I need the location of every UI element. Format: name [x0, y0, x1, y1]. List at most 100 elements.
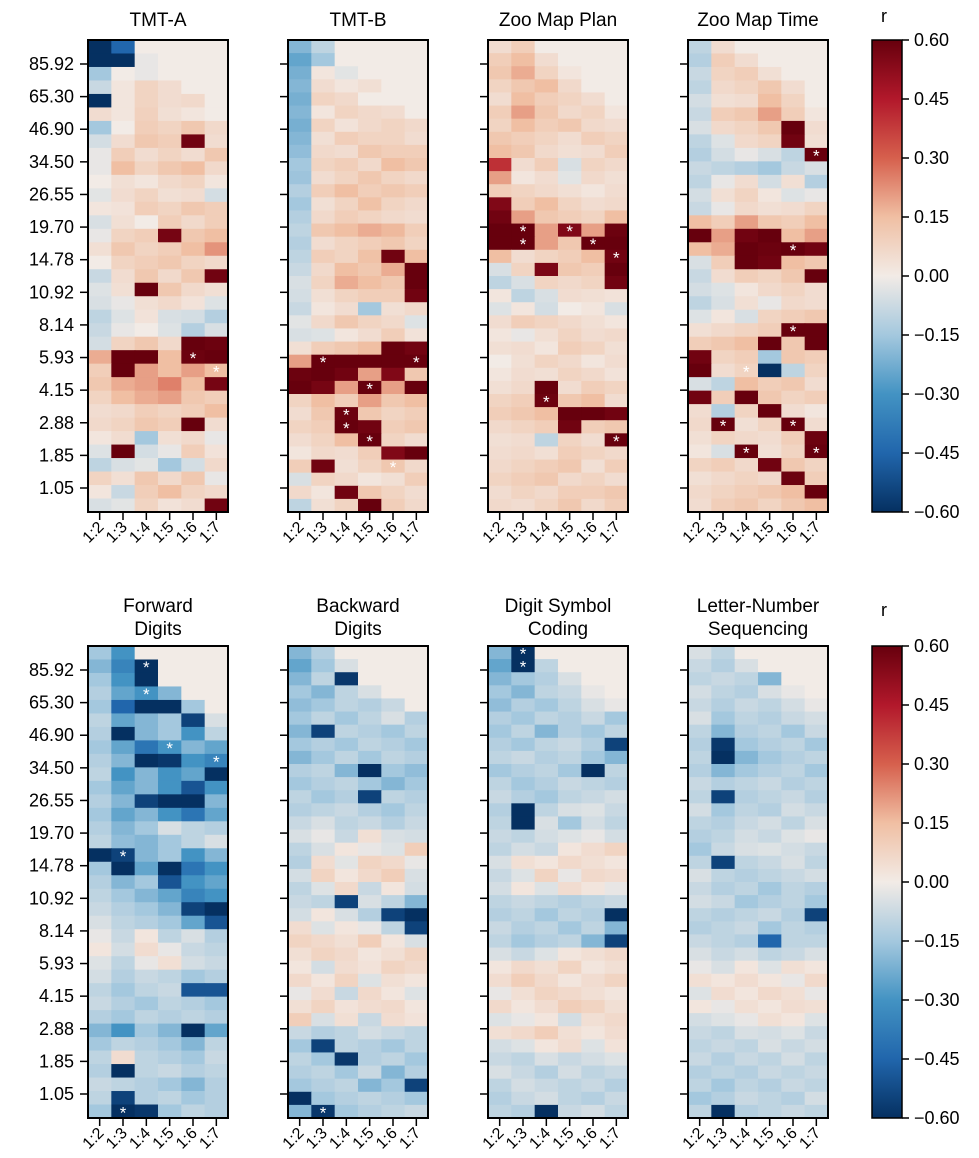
heatmap-cell [181, 363, 206, 378]
heatmap-cell [204, 834, 229, 849]
heatmap-cell [134, 174, 159, 189]
heatmap-cell [711, 1078, 736, 1093]
heatmap-cell [688, 120, 712, 135]
heatmap-cell [311, 1052, 336, 1067]
y-tick-label: 10.92 [29, 282, 74, 302]
x-tick-label: 1:5 [350, 519, 378, 547]
heatmap-cell [688, 201, 712, 216]
heatmap-cell [404, 262, 429, 277]
heatmap-cell [781, 737, 806, 752]
heatmap-cell [534, 158, 559, 172]
heatmap-cell [158, 458, 182, 473]
heatmap-cell [558, 1104, 582, 1119]
heatmap-cell [534, 105, 559, 120]
heatmap-cell [604, 184, 629, 198]
heatmap-cell [711, 296, 736, 311]
heatmap-cell [488, 803, 512, 818]
colorbar-tick-label: −0.15 [914, 931, 960, 951]
heatmap-cell [558, 882, 582, 896]
heatmap-cell [358, 105, 382, 120]
x-tick-label: 1:7 [796, 1125, 824, 1153]
heatmap-cell [688, 803, 712, 818]
panel-zoo-map-time: Zoo Map Time***** ** *1:21:31:41:51:61:7 [680, 10, 829, 547]
heatmap-cell [804, 895, 829, 909]
heatmap-cell [604, 289, 629, 303]
significance-marker: * [143, 685, 150, 704]
heatmap-cell [204, 794, 229, 809]
heatmap-cell [204, 1064, 229, 1079]
y-tick-label: 8.14 [39, 921, 74, 941]
heatmap-cell [334, 210, 359, 225]
heatmap-cell [111, 942, 136, 957]
x-tick-label: 1:6 [373, 519, 401, 547]
heatmap-cell [181, 134, 206, 149]
heatmap-cell [534, 1078, 559, 1093]
heatmap-cell [111, 821, 136, 836]
heatmap-cell [688, 724, 712, 739]
heatmap-cell [581, 249, 606, 264]
heatmap-cell [488, 1091, 512, 1106]
heatmap-cell [134, 269, 159, 284]
heatmap-cell [88, 1010, 112, 1025]
heatmap-cell [558, 315, 582, 330]
heatmap-cell [311, 790, 336, 804]
heatmap-cell [158, 309, 182, 324]
heatmap-cell [311, 986, 336, 1001]
heatmap-cell [558, 855, 582, 870]
heatmap-cell [381, 895, 406, 909]
heatmap-cell [804, 350, 829, 365]
heatmap-cell [711, 242, 736, 257]
heatmap-cell [534, 1104, 559, 1119]
heatmap-cell [288, 737, 312, 752]
heatmap-cell [288, 1026, 312, 1040]
heatmap-cell [781, 134, 806, 149]
heatmap-cell [358, 40, 382, 54]
heatmap-cell [311, 1091, 336, 1106]
heatmap-cell [558, 210, 582, 225]
significance-marker: * [543, 393, 550, 412]
heatmap-cell [111, 699, 136, 715]
heatmap-cell [404, 472, 429, 487]
heatmap-cell [381, 105, 406, 120]
heatmap-cell [204, 134, 229, 149]
heatmap-cell [711, 174, 736, 189]
heatmap-cell [404, 394, 429, 408]
heatmap-cell [558, 1078, 582, 1093]
heatmap-cell [404, 1026, 429, 1040]
heatmap-cell [88, 659, 112, 674]
heatmap-cell [581, 855, 606, 870]
panel-digit-symbol-coding: Digit Symbol Coding**1:21:31:41:51:61:7 [480, 596, 629, 1153]
heatmap-cell [688, 947, 712, 962]
heatmap-cell [358, 92, 382, 107]
heatmap-cell [758, 363, 782, 378]
heatmap-cell [758, 672, 782, 686]
heatmap-cell [88, 228, 112, 243]
heatmap-cell [781, 498, 806, 513]
heatmap-cell [804, 242, 829, 257]
heatmap-cell [604, 79, 629, 94]
heatmap-cell [181, 1050, 206, 1065]
heatmap-cell [711, 269, 736, 284]
heatmap-cell [134, 120, 159, 135]
heatmap-cell [334, 302, 359, 316]
heatmap-cell [804, 816, 829, 831]
heatmap-cell [758, 646, 782, 660]
heatmap-cell [111, 848, 136, 863]
heatmap-cell [534, 790, 559, 804]
heatmap-cell [88, 902, 112, 917]
heatmap-cell [511, 908, 536, 922]
heatmap-cell [358, 407, 382, 421]
heatmap-cell [781, 685, 806, 700]
heatmap-cell [358, 328, 382, 343]
heatmap-cell [804, 947, 829, 962]
heatmap-cell [381, 66, 406, 80]
heatmap-cell [288, 40, 312, 54]
heatmap-cell [181, 255, 206, 270]
heatmap-cell [804, 431, 829, 446]
heatmap-cell [604, 790, 629, 804]
heatmap-cell [558, 92, 582, 107]
heatmap-cell [134, 296, 159, 311]
heatmap-cell [488, 105, 512, 120]
heatmap-cell [804, 685, 829, 700]
heatmap-cell [711, 659, 736, 673]
